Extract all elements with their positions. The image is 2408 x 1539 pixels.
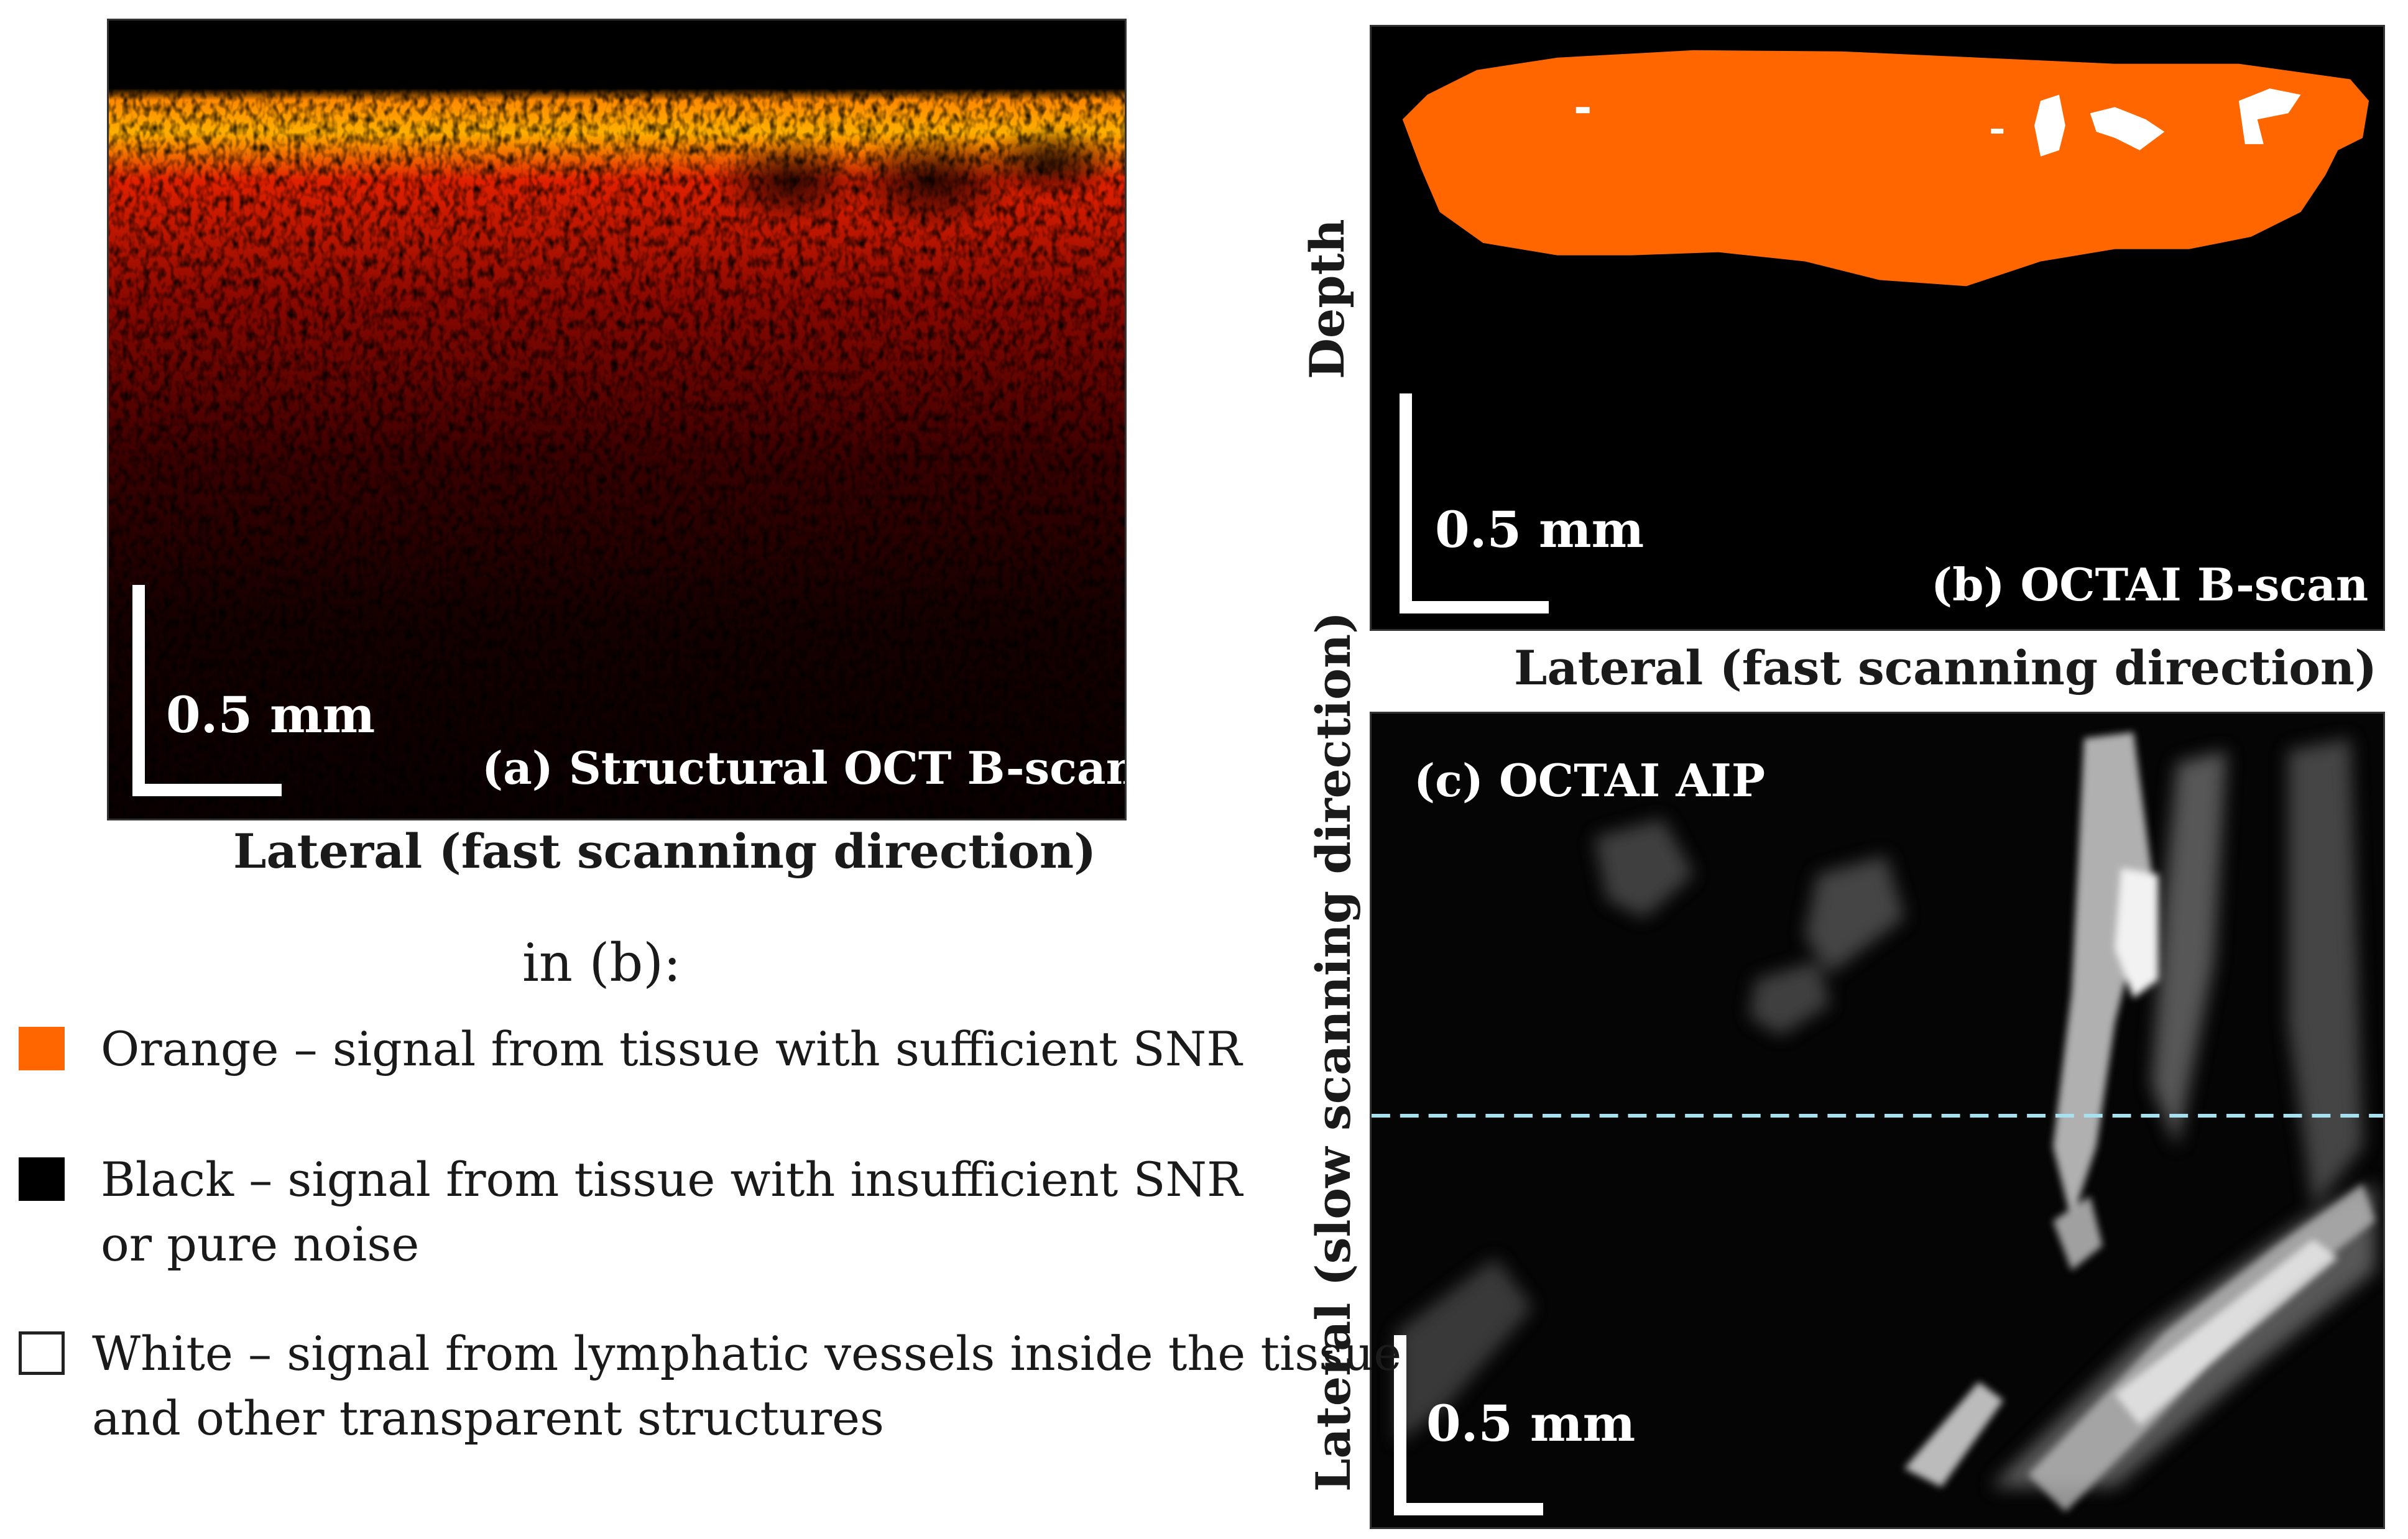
- legend-item-text: Black – signal from tissue with insuffic…: [101, 1152, 1243, 1207]
- tissue-region: [1402, 50, 2369, 287]
- panel-caption: (c) OCTAI AIP: [1414, 754, 1765, 807]
- panel-a-structural-oct: 0.5 mm (a) Structural OCT B-scan: [107, 19, 1127, 820]
- panel-b-x-axis-label: Lateral (fast scanning direction): [1514, 640, 2378, 696]
- scalebar-vertical: [1400, 393, 1412, 611]
- legend-item-text-cont: and other transparent structures: [92, 1390, 885, 1446]
- legend-item-text: White – signal from lymphatic vessels in…: [92, 1326, 1402, 1381]
- scalebar-label: 0.5 mm: [166, 686, 376, 744]
- panel-caption: (a) Structural OCT B-scan: [482, 742, 1127, 794]
- vessel-white-2: [2090, 107, 2165, 150]
- panel-caption: (b) OCTAI B-scan: [1931, 558, 2369, 611]
- vessel-white-3: [2238, 88, 2301, 144]
- panel-a-x-axis-label: Lateral (fast scanning direction): [233, 824, 1097, 879]
- legend-swatch-white: [19, 1331, 65, 1375]
- legend-swatch-orange: [19, 1027, 65, 1070]
- legend-item-black: Black – signal from tissue with insuffic…: [101, 1147, 1242, 1277]
- scalebar-horizontal: [132, 784, 282, 796]
- legend-title: in (b):: [522, 932, 681, 993]
- panel-b-y-axis-label: Depth: [1299, 219, 1355, 379]
- legend-item-white: White – signal from lymphatic vessels in…: [92, 1321, 1401, 1451]
- legend-item-orange: Orange – signal from tissue with suffici…: [101, 1017, 1242, 1082]
- legend-item-text-cont: or pure noise: [101, 1216, 420, 1272]
- scalebar-vertical: [1394, 1335, 1406, 1515]
- panel-b-octai-bscan: 0.5 mm (b) OCTAI B-scan: [1370, 25, 2385, 631]
- scalebar-label: 0.5 mm: [1426, 1394, 1636, 1453]
- panel-c-image: [1372, 714, 2383, 1527]
- panel-b-image: [1402, 50, 2369, 287]
- vessel-white-1: [2034, 94, 2065, 157]
- panel-c-octai-aip: (c) OCTAI AIP 0.5 mm: [1370, 712, 2385, 1529]
- scalebar-label: 0.5 mm: [1435, 500, 1645, 559]
- scalebar-horizontal: [1400, 601, 1549, 613]
- scalebar-vertical: [132, 585, 145, 796]
- legend-item-text: Orange – signal from tissue with suffici…: [101, 1021, 1242, 1077]
- panel-a-image: [109, 21, 1125, 819]
- legend-swatch-black: [19, 1157, 65, 1201]
- scalebar-horizontal: [1394, 1503, 1543, 1515]
